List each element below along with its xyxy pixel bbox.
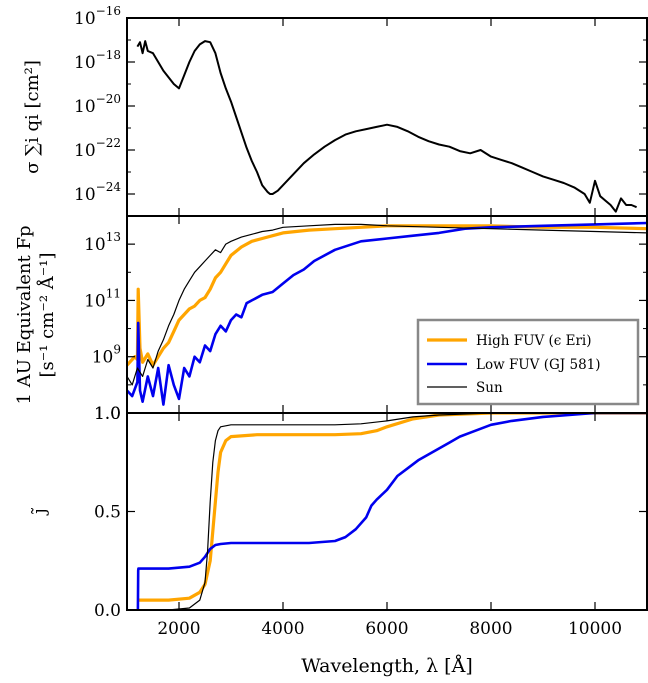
y-tick-label-2-2: 0.0: [94, 601, 121, 621]
panel-top: 10−16 10−18 10−20 10−22 10−24 σ ∑i qi [cm²]: [22, 4, 648, 217]
legend-label-high-fuv: High FUV (ϵ Eri): [476, 333, 592, 349]
bottom-ylabel: j̃: [29, 507, 50, 515]
panel-bottom: 1.0 0.5 0.0 2000 4000 6000 8000 10000 j̃ Wavele…: [29, 404, 648, 677]
series-line-2-0: [137, 413, 647, 602]
x-tick-label-0: 2000: [157, 619, 200, 639]
legend-box: [416, 318, 640, 406]
y-tick-label-0-4: 10−24: [74, 180, 121, 205]
y-tick-label-2-1: 0.5: [94, 503, 121, 523]
middle-series-layer: [127, 221, 647, 406]
series-line-1-0: [127, 224, 647, 367]
middle-ylabel-line1: 1 AU Equivalent Fp: [14, 226, 35, 405]
y-tick-label-2-0: 1.0: [94, 404, 121, 424]
y-tick-label-1-3: 1.0: [94, 404, 121, 424]
y-tick-label-0-2: 10−20: [74, 92, 121, 117]
top-frame: [126, 17, 648, 217]
middle-ticks: 1013 1011 109 1.0: [84, 216, 647, 424]
y-tick-label-1-1: 1011: [84, 286, 121, 311]
legend: High FUV (ϵ Eri) Low FUV (GJ 581) Sun: [416, 318, 640, 406]
series-line-0-0: [136, 40, 637, 213]
y-tick-label-0-3: 10−22: [74, 136, 121, 161]
panel-middle: 1013 1011 109 1.0 1 AU Equivalent Fp [s⁻¹ c…: [14, 215, 648, 424]
x-tick-label-3: 8000: [469, 619, 512, 639]
y-tick-label-1-0: 1013: [84, 230, 121, 255]
middle-ylabel-line2: [s⁻¹ cm⁻² Å⁻¹]: [36, 252, 58, 377]
x-tick-label-2: 6000: [365, 619, 408, 639]
bottom-series-layer: [136, 413, 647, 610]
y-tick-label-1-2: 109: [92, 343, 121, 368]
legend-label-low-fuv: Low FUV (GJ 581): [476, 357, 601, 373]
series-line-1-2: [127, 223, 647, 386]
top-ticks: 10−16 10−18 10−20 10−22 10−24: [74, 4, 647, 216]
series-line-2-2: [137, 413, 647, 610]
series-line-2-1: [136, 413, 647, 610]
bottom-ticks: 1.0 0.5 0.0 2000 4000 6000 8000 10000: [94, 404, 647, 639]
top-series-layer: [136, 40, 637, 213]
x-tick-label-1: 4000: [261, 619, 304, 639]
top-ylabel: σ ∑i qi [cm²]: [22, 60, 43, 174]
y-tick-label-0-0: 10−16: [74, 4, 121, 29]
y-tick-label-0-1: 10−18: [74, 48, 121, 73]
x-tick-label-4: 10000: [568, 619, 622, 639]
series-line-1-1: [127, 221, 647, 406]
legend-label-sun: Sun: [476, 380, 503, 396]
x-axis-label: Wavelength, λ [Å]: [301, 655, 472, 677]
top-ylabel-text: σ ∑i qi [cm²]: [22, 60, 43, 174]
